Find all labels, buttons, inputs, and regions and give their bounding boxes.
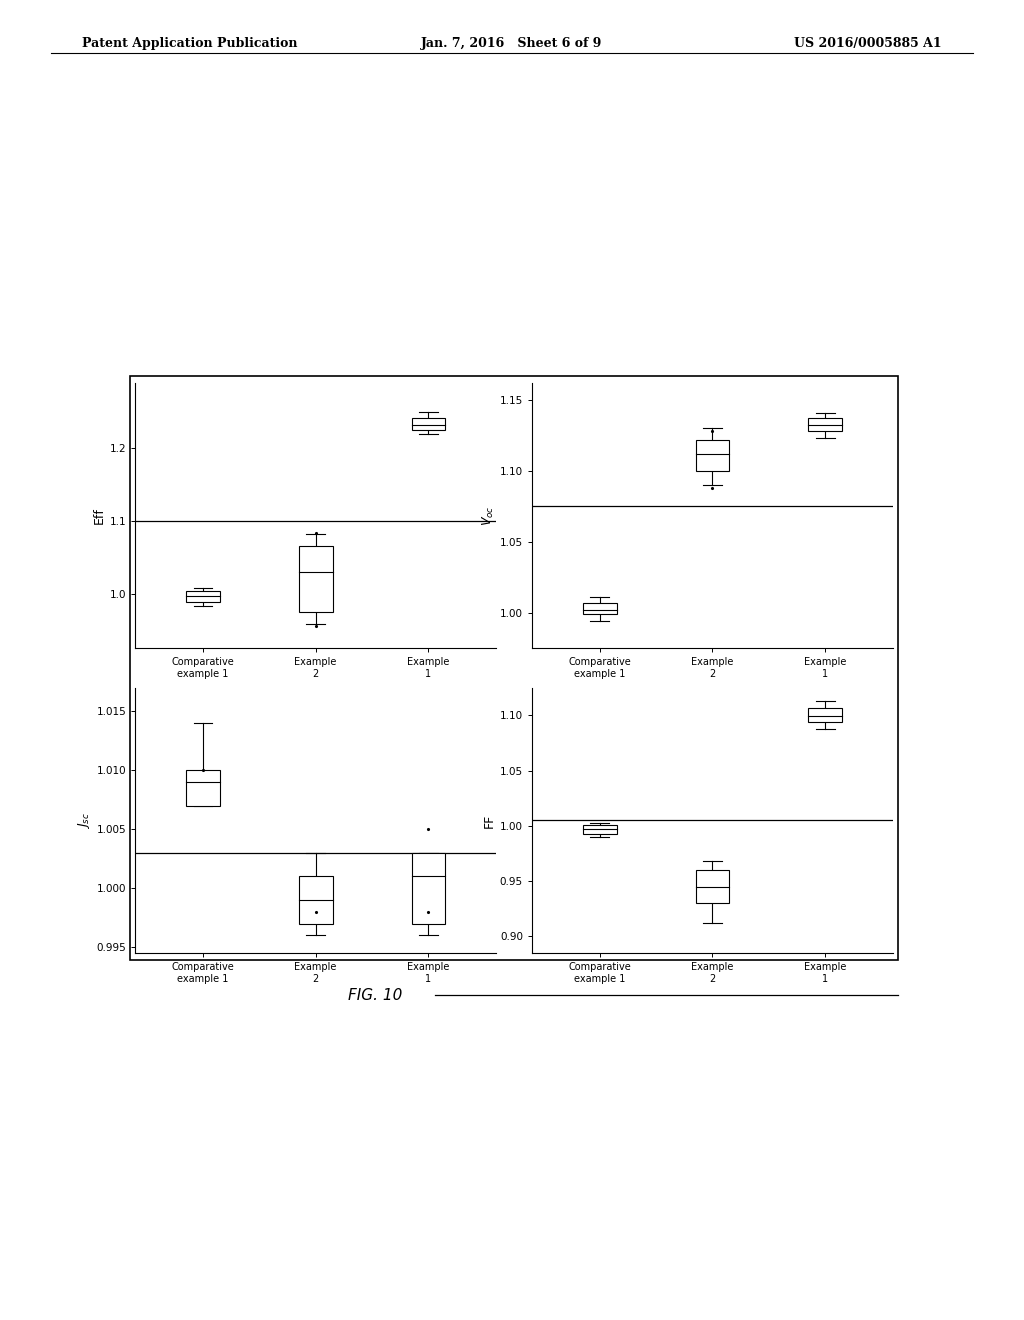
Bar xyxy=(583,825,616,834)
Bar xyxy=(808,418,842,432)
Y-axis label: $J_{sc}$: $J_{sc}$ xyxy=(76,812,92,829)
Text: US 2016/0005885 A1: US 2016/0005885 A1 xyxy=(795,37,942,50)
Text: Patent Application Publication: Patent Application Publication xyxy=(82,37,297,50)
Text: Jan. 7, 2016   Sheet 6 of 9: Jan. 7, 2016 Sheet 6 of 9 xyxy=(421,37,603,50)
Bar xyxy=(808,708,842,722)
Bar xyxy=(412,417,445,430)
Bar xyxy=(695,870,729,903)
Bar xyxy=(186,771,220,805)
Bar xyxy=(412,853,445,924)
Bar xyxy=(583,603,616,614)
Y-axis label: FF: FF xyxy=(482,813,496,828)
Text: FIG. 10: FIG. 10 xyxy=(348,987,402,1003)
Bar xyxy=(299,876,333,924)
Y-axis label: $V_{oc}$: $V_{oc}$ xyxy=(480,506,496,525)
Bar xyxy=(299,546,333,611)
Bar xyxy=(186,590,220,602)
Y-axis label: Eff: Eff xyxy=(92,507,105,524)
Bar xyxy=(695,440,729,471)
